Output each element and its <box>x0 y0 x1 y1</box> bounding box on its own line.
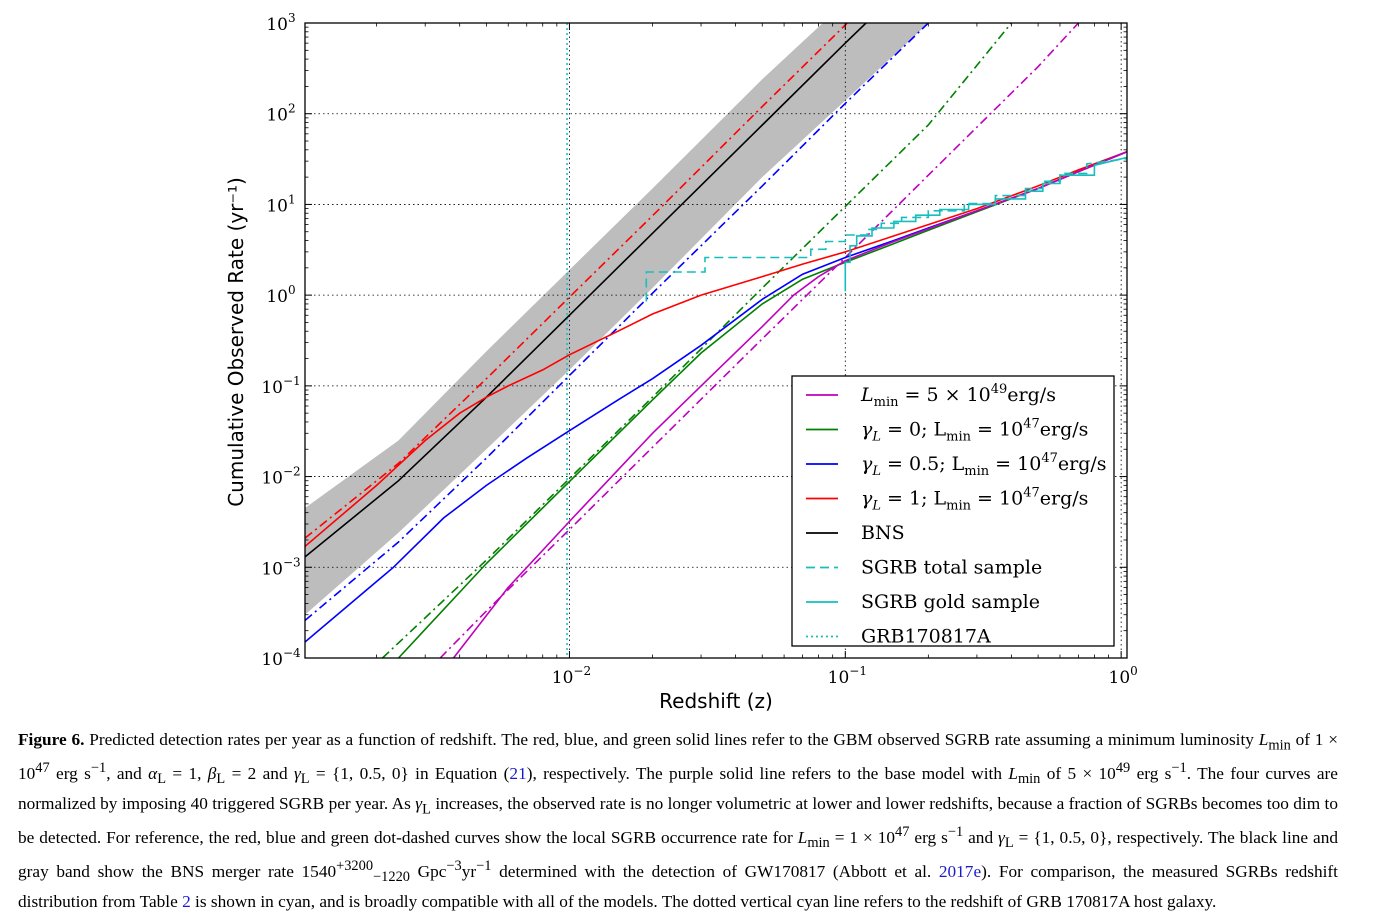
caption-part: = 1, <box>166 764 208 784</box>
y-tick-label: 100 <box>266 283 295 307</box>
x-tick-label: 10−2 <box>552 664 591 688</box>
caption-part: erg s <box>1130 764 1172 784</box>
citation-link[interactable]: 2017e <box>938 862 982 882</box>
caption-part: erg s <box>49 764 91 784</box>
caption-part: ). For comparison, the measured SGRBs re… <box>18 862 1338 911</box>
series-line-3 <box>381 23 1013 658</box>
legend-label-magenta: Lmin = 5 × 1049erg/s <box>860 382 1056 410</box>
y-tick-label: 10−1 <box>261 374 300 398</box>
series-line-1 <box>305 23 849 539</box>
plot-frame <box>304 22 1128 659</box>
y-tick-label: 103 <box>266 11 295 35</box>
legend-frame <box>791 375 1115 647</box>
caption-part: ), respectively. The purple solid line r… <box>526 764 1009 784</box>
caption-sup: −3 <box>446 858 462 875</box>
figure-label: Figure 6. <box>18 730 85 749</box>
caption-sym: α <box>148 764 158 784</box>
caption-sup: 47 <box>35 760 50 777</box>
caption-sub: L <box>1004 835 1014 852</box>
caption-part: is shown in cyan, and is broadly compati… <box>190 891 1217 911</box>
figure-caption: Figure 6. Predicted detection rates per … <box>18 728 1338 913</box>
caption-part: erg s <box>909 827 948 847</box>
caption-part: = 2 and <box>225 764 294 784</box>
legend-label-blue: γL = 0.5; Lmin = 1047erg/s <box>861 451 1107 479</box>
caption-sup: 49 <box>1115 760 1131 777</box>
caption-part: yr <box>461 862 477 882</box>
caption-sub: L <box>157 771 167 788</box>
caption-sup: −1 <box>1171 760 1187 777</box>
y-tick-label: 101 <box>266 192 295 216</box>
caption-sub: −1220 <box>373 869 410 886</box>
y-tick-label: 10−2 <box>261 465 300 489</box>
caption-sup: 47 <box>895 824 910 841</box>
y-tick-label: 10−4 <box>261 646 301 670</box>
legend-label-gold: SGRB gold sample <box>861 591 1040 613</box>
caption-sym: γ <box>998 827 1005 847</box>
caption-part: determined with the detection of GW17081… <box>491 862 939 882</box>
caption-sub: L <box>300 771 310 788</box>
legend-label-grb: GRB170817A <box>861 626 991 648</box>
caption-sub: min <box>807 835 830 852</box>
caption-sub: L <box>422 801 431 818</box>
legend: Lmin = 5 × 1049erg/s γL = 0; Lmin = 1047e… <box>791 375 1115 648</box>
bns-band-layer <box>305 23 929 615</box>
caption-part: Gpc <box>409 862 447 882</box>
caption-sym: γ <box>415 793 423 813</box>
legend-label-bns: BNS <box>861 522 905 544</box>
series-line-10 <box>844 156 1127 292</box>
caption-sym: L <box>797 827 808 847</box>
caption-sup: +3200 <box>336 858 374 875</box>
legend-label-red: γL = 1; Lmin = 1047erg/s <box>861 486 1088 514</box>
caption-sup: −1 <box>947 824 964 841</box>
bns-band <box>305 23 929 615</box>
x-axis-title: Redshift (z) <box>659 689 773 713</box>
caption-sub: min <box>1268 737 1291 754</box>
caption-part: = {1, 0.5, 0} in Equation ( <box>309 764 510 784</box>
caption-sup: −1 <box>90 760 107 777</box>
caption-sym: L <box>1008 764 1018 784</box>
legend-label-green: γL = 0; Lmin = 1047erg/s <box>861 417 1088 445</box>
caption-part: Predicted detection rates per year as a … <box>89 730 1259 749</box>
series-line-9 <box>645 157 1127 302</box>
y-tick-label: 102 <box>266 102 295 126</box>
caption-part: of 5 × 10 <box>1040 764 1116 784</box>
caption-part: and <box>963 827 999 847</box>
legend-label-total: SGRB total sample <box>861 557 1042 579</box>
caption-sym: γ <box>293 764 301 784</box>
caption-sym: β <box>207 764 217 784</box>
caption-sub: L <box>216 771 226 788</box>
x-tick-label: 10−1 <box>828 664 867 688</box>
table-link[interactable]: 2 <box>182 891 191 911</box>
series-layer <box>305 23 1127 658</box>
series-line-5 <box>305 151 1127 548</box>
caption-part: . The four curves are normalized by impo… <box>18 764 1338 813</box>
caption-sup: −1 <box>476 858 492 875</box>
series-line-0 <box>305 23 868 558</box>
caption-sub: min <box>1017 771 1041 788</box>
equation-link[interactable]: 21 <box>509 764 527 784</box>
caption-part: = 1 × 10 <box>829 827 896 847</box>
caption-part: , and <box>106 764 149 784</box>
caption-part: increases, the observed rate is no longe… <box>18 793 1338 847</box>
caption-part: of 1 × 10 <box>18 730 1339 784</box>
x-tick-label: 100 <box>1109 664 1138 688</box>
y-tick-label: 10−3 <box>261 555 300 579</box>
caption-part: = {1, 0.5, 0}, respectively. The black l… <box>18 827 1339 882</box>
tick-layer: 10−4 10−3 10−2 10−1 100 101 102 103 10−2 10−1 100 <box>261 11 1137 688</box>
y-axis-title: Cumulative Observed Rate (yr⁻¹) <box>224 177 248 507</box>
caption-sym: L <box>1258 730 1269 749</box>
